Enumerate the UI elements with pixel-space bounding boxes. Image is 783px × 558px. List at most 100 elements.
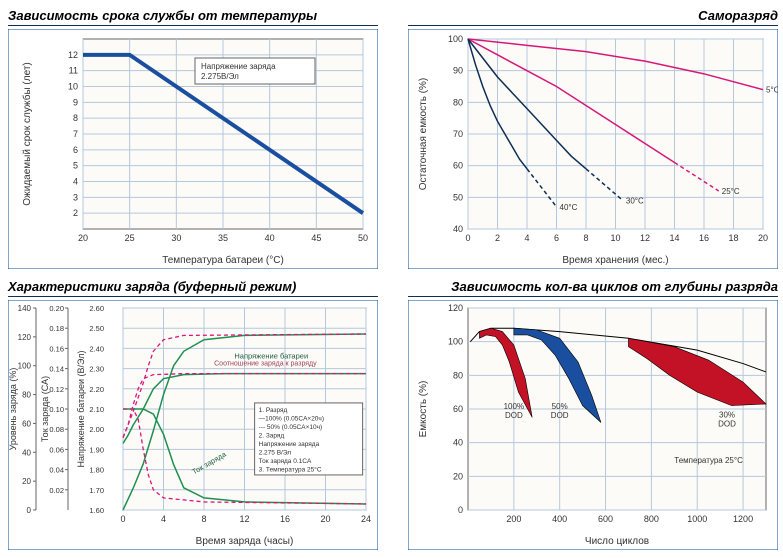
- svg-text:400: 400: [552, 514, 567, 524]
- svg-text:100: 100: [448, 337, 463, 347]
- svg-text:800: 800: [644, 514, 659, 524]
- svg-text:14: 14: [669, 233, 679, 243]
- svg-text:20: 20: [22, 477, 31, 486]
- chart-lifetime-temp: Зависимость срока службы от температуры …: [8, 8, 378, 269]
- svg-text:12: 12: [640, 233, 650, 243]
- svg-text:120: 120: [448, 303, 463, 313]
- svg-text:120: 120: [18, 333, 32, 342]
- svg-text:4: 4: [161, 514, 166, 524]
- svg-text:45: 45: [311, 233, 321, 243]
- svg-text:40: 40: [453, 438, 463, 448]
- svg-text:Напряжение батареи (В/Эл): Напряжение батареи (В/Эл): [76, 351, 86, 468]
- svg-text:200: 200: [506, 514, 521, 524]
- svg-text:100%: 100%: [504, 402, 524, 411]
- panel1-title: Зависимость срока службы от температуры: [8, 8, 378, 26]
- svg-text:Уровень заряда (%): Уровень заряда (%): [8, 368, 18, 451]
- svg-text:0.02: 0.02: [49, 486, 64, 495]
- chart-cycles-dod: Зависимость кол-ва циклов от глубины раз…: [408, 279, 778, 550]
- svg-text:80: 80: [453, 370, 463, 380]
- svg-text:40: 40: [265, 233, 275, 243]
- svg-text:Температура 25°C: Температура 25°C: [674, 456, 743, 465]
- svg-text:DOD: DOD: [718, 419, 736, 428]
- svg-text:70: 70: [453, 129, 463, 139]
- svg-text:1.90: 1.90: [89, 445, 104, 454]
- svg-text:0.14: 0.14: [49, 365, 64, 374]
- panel4-title: Зависимость кол-ва циклов от глубины раз…: [408, 279, 778, 297]
- svg-text:12: 12: [68, 50, 78, 60]
- svg-text:8: 8: [201, 514, 206, 524]
- svg-text:24: 24: [361, 514, 371, 524]
- svg-text:100: 100: [448, 34, 463, 44]
- svg-text:0.04: 0.04: [49, 466, 64, 475]
- svg-text:—100% (0.05CA×20ч): —100% (0.05CA×20ч): [259, 415, 324, 422]
- svg-text:Температура батареи (°C): Температура батареи (°C): [162, 254, 284, 266]
- svg-text:60: 60: [22, 419, 31, 428]
- svg-text:DOD: DOD: [551, 411, 569, 420]
- svg-text:5°C: 5°C: [766, 86, 778, 95]
- svg-text:6: 6: [73, 145, 78, 155]
- panel1-svg: 2025303540455023456789101112Напряжение з…: [8, 29, 378, 269]
- svg-text:Время хранения (мес.): Время хранения (мес.): [562, 255, 668, 266]
- svg-text:1.60: 1.60: [89, 506, 104, 515]
- svg-text:Напряжение заряда: Напряжение заряда: [201, 62, 276, 71]
- panel3-title: Характеристики заряда (буферный режим): [8, 279, 378, 297]
- svg-text:Ток заряда (СА): Ток заряда (СА): [40, 376, 50, 442]
- svg-text:1.80: 1.80: [89, 466, 104, 475]
- svg-text:Напряжение батареи: Напряжение батареи: [234, 352, 308, 361]
- svg-text:90: 90: [453, 66, 463, 76]
- svg-text:40: 40: [22, 448, 31, 457]
- svg-text:9: 9: [73, 97, 78, 107]
- svg-text:Ожидаемый срок службы (лет): Ожидаемый срок службы (лет): [21, 62, 33, 205]
- svg-text:1. Разряд: 1. Разряд: [259, 407, 288, 414]
- svg-text:1.70: 1.70: [89, 486, 104, 495]
- svg-text:0: 0: [120, 514, 125, 524]
- svg-text:Напряжение заряда: Напряжение заряда: [259, 441, 320, 448]
- svg-text:8: 8: [583, 233, 588, 243]
- svg-text:80: 80: [453, 97, 463, 107]
- svg-text:Емкость (%): Емкость (%): [418, 381, 429, 438]
- svg-text:40°C: 40°C: [560, 203, 578, 212]
- panel2-svg: 024681012141618204050607080901005°C25°C3…: [408, 29, 778, 269]
- svg-text:100: 100: [18, 362, 32, 371]
- panel3-svg: 048121620240204060801001201400.020.040.0…: [8, 300, 378, 550]
- svg-text:50: 50: [358, 233, 368, 243]
- svg-text:1000: 1000: [687, 514, 707, 524]
- svg-text:2.50: 2.50: [89, 324, 104, 333]
- svg-text:2: 2: [495, 233, 500, 243]
- svg-text:2. Заряд: 2. Заряд: [259, 432, 285, 439]
- svg-text:60: 60: [453, 404, 463, 414]
- svg-text:30: 30: [171, 233, 181, 243]
- svg-text:12: 12: [239, 514, 249, 524]
- svg-text:0: 0: [27, 506, 32, 515]
- svg-text:2.10: 2.10: [89, 405, 104, 414]
- svg-text:4: 4: [73, 177, 78, 187]
- svg-text:2.40: 2.40: [89, 344, 104, 353]
- svg-text:50: 50: [453, 192, 463, 202]
- svg-text:50%: 50%: [552, 402, 568, 411]
- svg-text:1200: 1200: [733, 514, 753, 524]
- svg-text:0.20: 0.20: [49, 304, 64, 313]
- svg-text:20: 20: [758, 233, 768, 243]
- svg-text:DOD: DOD: [505, 411, 523, 420]
- svg-text:40: 40: [453, 224, 463, 234]
- svg-text:Ток заряда 0.1CA: Ток заряда 0.1CA: [259, 458, 312, 465]
- chart-charge-characteristics: Характеристики заряда (буферный режим) 0…: [8, 279, 378, 550]
- svg-text:6: 6: [554, 233, 559, 243]
- svg-text:140: 140: [18, 304, 32, 313]
- svg-text:0.08: 0.08: [49, 425, 64, 434]
- svg-text:25°C: 25°C: [722, 187, 740, 196]
- svg-text:0.12: 0.12: [49, 385, 64, 394]
- svg-text:0.10: 0.10: [49, 405, 64, 414]
- svg-text:30%: 30%: [719, 410, 735, 419]
- panel4-svg: 20040060080010001200020406080100120100%D…: [408, 300, 778, 550]
- svg-text:7: 7: [73, 129, 78, 139]
- svg-text:60: 60: [453, 161, 463, 171]
- svg-text:4: 4: [524, 233, 529, 243]
- svg-text:16: 16: [280, 514, 290, 524]
- svg-text:0.16: 0.16: [49, 344, 64, 353]
- svg-text:0.18: 0.18: [49, 324, 64, 333]
- svg-text:2.20: 2.20: [89, 385, 104, 394]
- svg-text:25: 25: [125, 233, 135, 243]
- svg-text:3: 3: [73, 192, 78, 202]
- svg-text:20: 20: [453, 471, 463, 481]
